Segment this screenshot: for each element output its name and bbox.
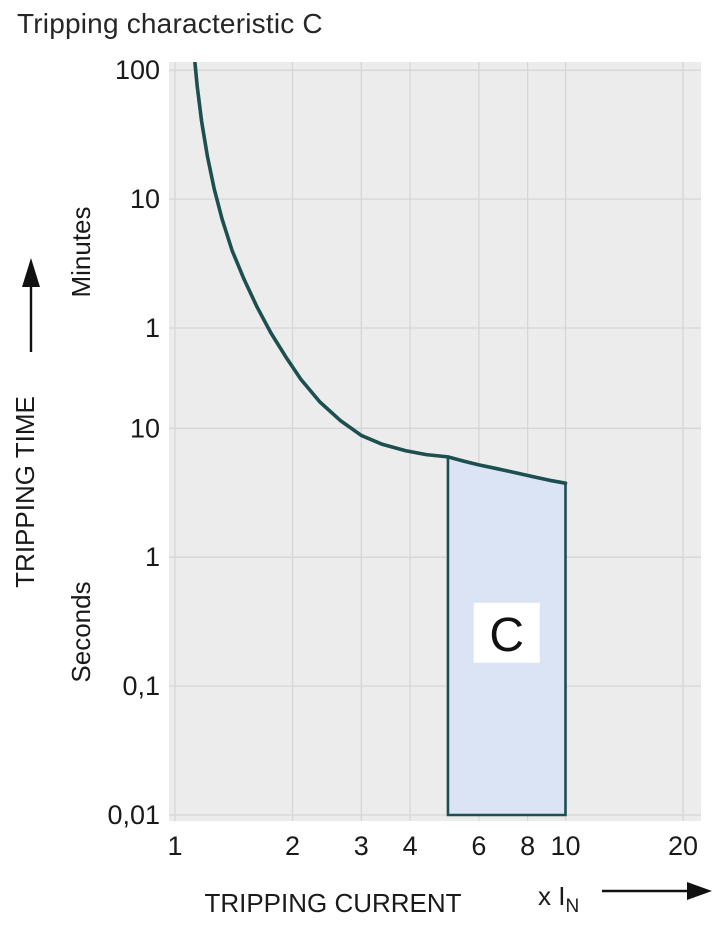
region-label-box	[473, 602, 540, 663]
x-tick-label: 6	[471, 831, 486, 861]
tripping-curve	[193, 62, 568, 486]
x-tick-label: 8	[520, 831, 535, 861]
y-tick-label: 10	[130, 413, 160, 443]
x-axis-label: TRIPPING CURRENT	[204, 888, 461, 918]
y-tick-label: 10	[130, 184, 160, 214]
x-unit-label: x IN	[538, 881, 579, 917]
region-label: C	[489, 609, 524, 662]
y-lower-unit-label: Seconds	[66, 581, 96, 682]
y-upper-unit-label: Minutes	[66, 206, 96, 297]
x-tick-label: 10	[550, 831, 580, 861]
x-tick-label: 2	[285, 831, 300, 861]
chart-title: Tripping characteristic C	[17, 8, 323, 39]
x-tick-label: 3	[354, 831, 369, 861]
y-axis-label: TRIPPING TIME	[10, 396, 40, 588]
y-axis-arrow-icon	[22, 258, 40, 287]
plot-area	[169, 62, 701, 821]
x-axis-arrow-icon	[687, 882, 712, 900]
x-tick-label: 1	[167, 831, 182, 861]
y-tick-label: 100	[115, 55, 160, 85]
y-tick-label: 1	[145, 313, 160, 343]
x-tick-label: 4	[403, 831, 418, 861]
y-tick-label: 1	[145, 542, 160, 572]
y-tick-label: 0,1	[122, 671, 160, 701]
x-tick-label: 20	[668, 831, 698, 861]
y-tick-label: 0,01	[107, 800, 160, 830]
